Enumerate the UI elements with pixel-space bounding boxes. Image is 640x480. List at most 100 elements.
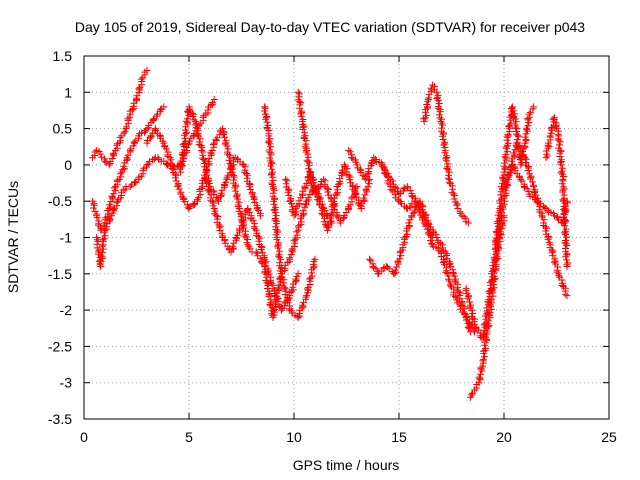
data-point-run bbox=[244, 206, 259, 233]
data-point-run bbox=[296, 293, 310, 320]
data-point-run bbox=[106, 184, 119, 211]
data-point-run bbox=[260, 104, 273, 138]
data-point-run bbox=[384, 263, 397, 277]
data-point-run bbox=[501, 162, 516, 189]
y-tick-label: 0.5 bbox=[53, 121, 73, 137]
data-point bbox=[529, 183, 537, 191]
data-point-run bbox=[406, 198, 419, 212]
data-point bbox=[433, 88, 441, 96]
data-point-run bbox=[558, 177, 572, 269]
data-point bbox=[277, 306, 285, 314]
data-point bbox=[345, 146, 353, 154]
data-point-run bbox=[508, 104, 520, 131]
x-tick-label: 10 bbox=[286, 429, 302, 445]
data-point-run bbox=[253, 249, 267, 268]
y-tick-label: -1.5 bbox=[48, 266, 72, 282]
series-arc-18 bbox=[491, 103, 537, 249]
data-point-run bbox=[277, 273, 294, 313]
data-point-run bbox=[535, 198, 549, 212]
data-point-run bbox=[491, 206, 504, 247]
data-point bbox=[294, 270, 302, 278]
data-point bbox=[563, 292, 571, 300]
data-point-run bbox=[555, 272, 569, 298]
data-point-run bbox=[522, 155, 537, 189]
data-point bbox=[248, 190, 256, 198]
y-tick-label: -3 bbox=[60, 375, 73, 391]
data-point bbox=[366, 255, 374, 263]
data-point-run bbox=[387, 186, 402, 204]
data-point-run bbox=[414, 199, 427, 217]
data-point bbox=[143, 67, 151, 75]
data-point-run bbox=[460, 213, 470, 226]
data-point-run bbox=[421, 214, 436, 247]
data-point bbox=[256, 212, 264, 220]
data-point-run bbox=[456, 300, 469, 318]
data-point-run bbox=[193, 171, 209, 203]
chart-title: Day 105 of 2019, Sidereal Day-to-day VTE… bbox=[75, 19, 585, 35]
data-point bbox=[97, 150, 105, 158]
data-point-run bbox=[245, 243, 254, 253]
data-point-run bbox=[113, 170, 125, 188]
data-point-run bbox=[431, 83, 439, 94]
data-point-run bbox=[456, 208, 464, 217]
data-point-run bbox=[101, 207, 112, 224]
y-tick-label: -3.5 bbox=[48, 411, 72, 427]
data-point bbox=[319, 175, 327, 183]
data-point-run bbox=[437, 249, 453, 283]
data-point-run bbox=[136, 127, 149, 138]
data-point-run bbox=[294, 90, 307, 123]
data-point-run bbox=[214, 178, 230, 202]
data-point bbox=[328, 197, 336, 205]
data-point bbox=[177, 168, 185, 176]
data-point bbox=[464, 219, 472, 227]
data-point bbox=[529, 103, 537, 111]
data-point bbox=[160, 103, 168, 111]
data-point bbox=[126, 183, 134, 191]
data-point-run bbox=[273, 236, 285, 275]
data-point bbox=[105, 161, 113, 169]
x-tick-label: 25 bbox=[601, 429, 617, 445]
data-point-run bbox=[304, 257, 318, 297]
data-point bbox=[303, 197, 311, 205]
x-tick-label: 0 bbox=[80, 429, 88, 445]
data-point-run bbox=[186, 105, 198, 124]
data-point-run bbox=[152, 127, 167, 145]
data-point bbox=[168, 161, 176, 169]
x-axis-label: GPS time / hours bbox=[293, 457, 400, 473]
series-arc-9 bbox=[260, 103, 319, 321]
data-point-run bbox=[451, 272, 466, 305]
x-tick-label: 20 bbox=[496, 429, 512, 445]
data-point-run bbox=[144, 155, 158, 168]
data-point-run bbox=[429, 243, 443, 255]
data-point-run bbox=[321, 177, 335, 203]
data-point bbox=[177, 190, 185, 198]
data-point-run bbox=[119, 148, 134, 174]
data-point-run bbox=[204, 99, 217, 117]
data-point-run bbox=[253, 229, 268, 261]
data-point bbox=[471, 328, 479, 336]
data-point-run bbox=[446, 280, 461, 304]
data-point-run bbox=[99, 228, 109, 245]
data-point-run bbox=[371, 156, 385, 167]
data-point-run bbox=[400, 213, 416, 246]
data-point bbox=[311, 255, 319, 263]
data-point-run bbox=[128, 178, 140, 189]
data-point bbox=[525, 110, 533, 118]
series-arc-20 bbox=[542, 114, 572, 271]
data-point-run bbox=[475, 359, 487, 384]
data-point-run bbox=[156, 105, 165, 116]
data-point-run bbox=[438, 119, 449, 151]
data-point-run bbox=[467, 389, 476, 399]
data-point bbox=[563, 263, 571, 271]
data-point bbox=[210, 96, 218, 104]
data-point bbox=[517, 175, 525, 183]
data-point-run bbox=[346, 148, 360, 166]
y-tick-label: 1 bbox=[64, 84, 72, 100]
series-arc-11 bbox=[294, 88, 361, 227]
data-point-run bbox=[542, 133, 554, 160]
data-point-run bbox=[97, 221, 108, 233]
data-point-run bbox=[228, 228, 243, 253]
data-point-run bbox=[178, 193, 192, 211]
data-point-run bbox=[93, 214, 104, 231]
data-point-run bbox=[302, 148, 315, 181]
